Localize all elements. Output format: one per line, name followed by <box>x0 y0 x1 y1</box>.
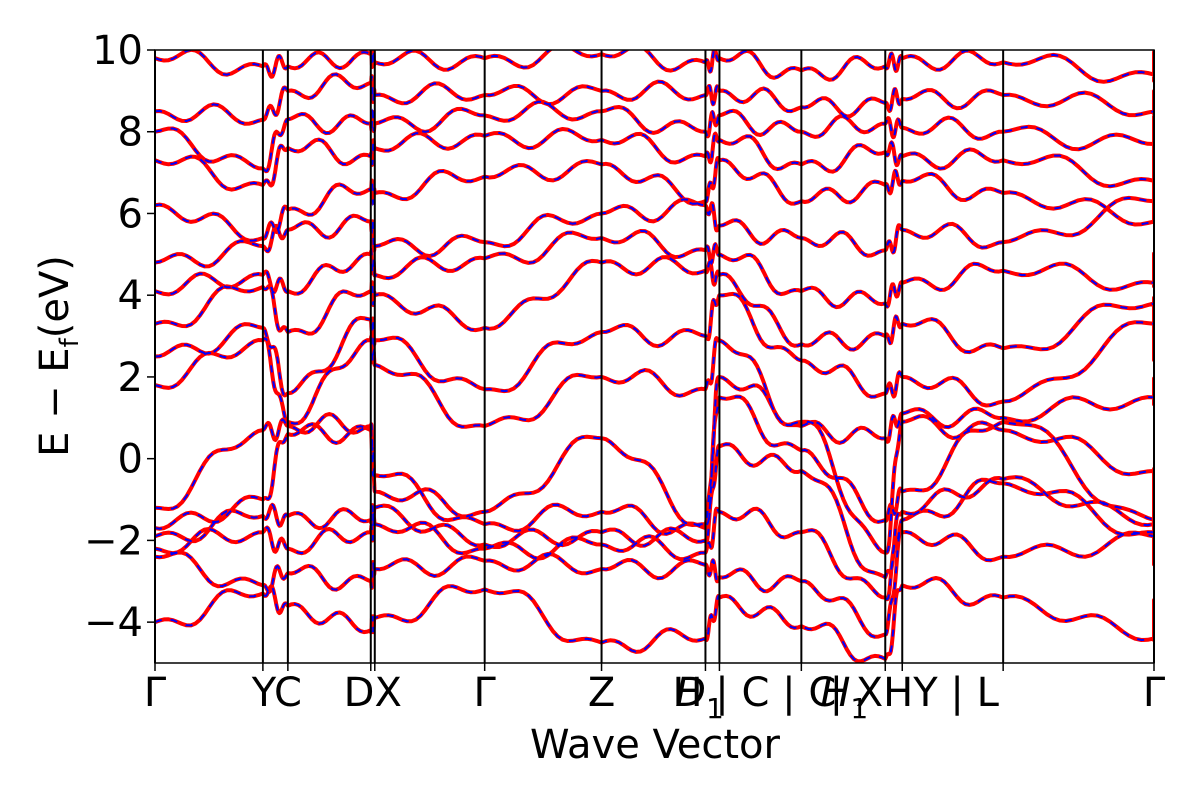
y-tick-label: 6 <box>118 191 143 237</box>
y-axis-title-main: E − E <box>32 347 78 457</box>
fit-band-line <box>155 576 1154 663</box>
x-tick-label: Z <box>588 670 615 716</box>
x-tick-label: | XHY | L <box>830 670 1000 716</box>
fit-band-line <box>155 50 1154 83</box>
x-tick-label: Γ <box>474 670 497 716</box>
plot-frame <box>154 49 1155 664</box>
y-tick-label: 8 <box>118 110 143 156</box>
y-tick-label: 2 <box>118 355 143 401</box>
x-tick-label: H | C | C <box>673 670 837 716</box>
fit-band-line <box>155 193 1154 268</box>
y-tick-label: 0 <box>118 437 143 483</box>
high-symmetry-lines <box>154 50 1155 663</box>
fit-band-line <box>155 256 1154 354</box>
y-axis-ticks: 10 8 6 4 2 0 −2 −4 <box>84 28 155 646</box>
y-tick-label: 10 <box>92 28 143 74</box>
x-tick-label: DX <box>344 670 402 716</box>
y-tick-label: −2 <box>84 518 143 564</box>
y-tick-label: 4 <box>118 273 143 319</box>
y-axis-title: E − Ef(eV) <box>32 255 85 457</box>
x-tick-label: YC <box>251 670 302 716</box>
x-axis-title: Wave Vector <box>530 722 781 768</box>
fit-band-line <box>155 127 1154 191</box>
fit-band-line <box>155 443 1154 579</box>
y-tick-label: −4 <box>84 600 143 646</box>
x-tick-label: Γ <box>144 670 167 716</box>
x-tick-label: H1 <box>820 670 868 725</box>
fit-band-line <box>155 395 1154 540</box>
y-axis-title-subscript: f <box>55 337 85 347</box>
dft-band-line <box>155 229 1154 310</box>
x-tick-label: Γ <box>1143 670 1166 716</box>
y-axis-title-unit: (eV) <box>32 255 78 338</box>
